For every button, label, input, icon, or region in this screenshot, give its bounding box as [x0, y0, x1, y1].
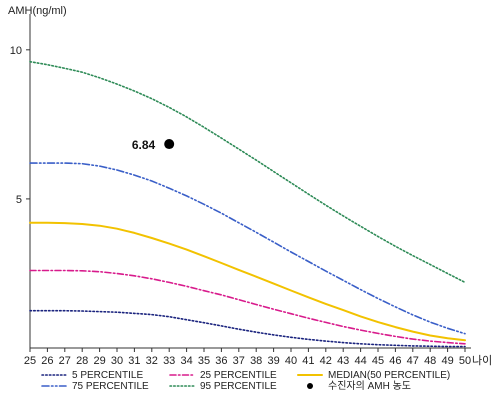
- x-tick-label: 27: [59, 355, 71, 367]
- x-tick-label: 29: [93, 355, 105, 367]
- x-tick-label: 43: [337, 355, 349, 367]
- x-tick-label: 35: [198, 355, 210, 367]
- x-tick-label: 28: [76, 355, 88, 367]
- legend-point-label: 수진자의 AMH 농도: [328, 380, 411, 392]
- series-line: [29, 221, 466, 342]
- legend-point-swatch: [307, 383, 313, 389]
- y-tick-label: 10: [10, 45, 22, 57]
- legend-label: 95 PERCENTILE: [200, 381, 277, 392]
- series-line: [29, 269, 466, 345]
- x-tick-label: 32: [146, 355, 158, 367]
- series-layer: [29, 60, 466, 348]
- x-axis-title: 나이: [472, 354, 492, 367]
- series-line: [29, 60, 466, 284]
- x-tick-label: 50: [459, 355, 471, 367]
- legend-label: 25 PERCENTILE: [200, 370, 277, 381]
- x-tick-label: 26: [41, 355, 53, 367]
- x-tick-label: 45: [372, 355, 384, 367]
- x-tick-label: 34: [180, 355, 192, 367]
- legend: 5 PERCENTILE 25 PERCENTILE MEDIAN(50 PERCE…: [41, 370, 450, 392]
- x-tick-label: 33: [163, 355, 175, 367]
- x-tick-label: 39: [267, 355, 279, 367]
- x-tick-label: 31: [128, 355, 140, 367]
- x-tick-label: 48: [424, 355, 436, 367]
- x-tick-label: 40: [285, 355, 297, 367]
- x-tick-label: 38: [250, 355, 262, 367]
- x-tick-label: 46: [389, 355, 401, 367]
- x-tick-label: 25: [24, 355, 36, 367]
- legend-label: 5 PERCENTILE: [72, 370, 143, 381]
- patient-point-layer: 6.84: [132, 138, 175, 152]
- x-tick-label: 49: [441, 355, 453, 367]
- x-tick-label: 42: [320, 355, 332, 367]
- y-axis-title: AMH(ng/ml): [8, 5, 67, 17]
- patient-point-label: 6.84: [132, 138, 156, 152]
- x-tick-label: 47: [407, 355, 419, 367]
- series-line: [29, 309, 466, 348]
- axes: 5 10 25 26 27 28 29 30 31 32 33 34 35 36 37 38 39 40 41 42 4…: [10, 14, 471, 367]
- x-tick-label: 30: [111, 355, 123, 367]
- y-tick-label: 5: [16, 194, 22, 206]
- legend-label: 75 PERCENTILE: [72, 381, 149, 392]
- x-tick-label: 36: [215, 355, 227, 367]
- series-line: [29, 162, 466, 335]
- x-tick-label: 37: [233, 355, 245, 367]
- legend-label: MEDIAN(50 PERCENTILE): [328, 370, 450, 381]
- patient-point: [164, 139, 175, 150]
- x-tick-label: 41: [302, 355, 314, 367]
- x-tick-label: 44: [354, 355, 366, 367]
